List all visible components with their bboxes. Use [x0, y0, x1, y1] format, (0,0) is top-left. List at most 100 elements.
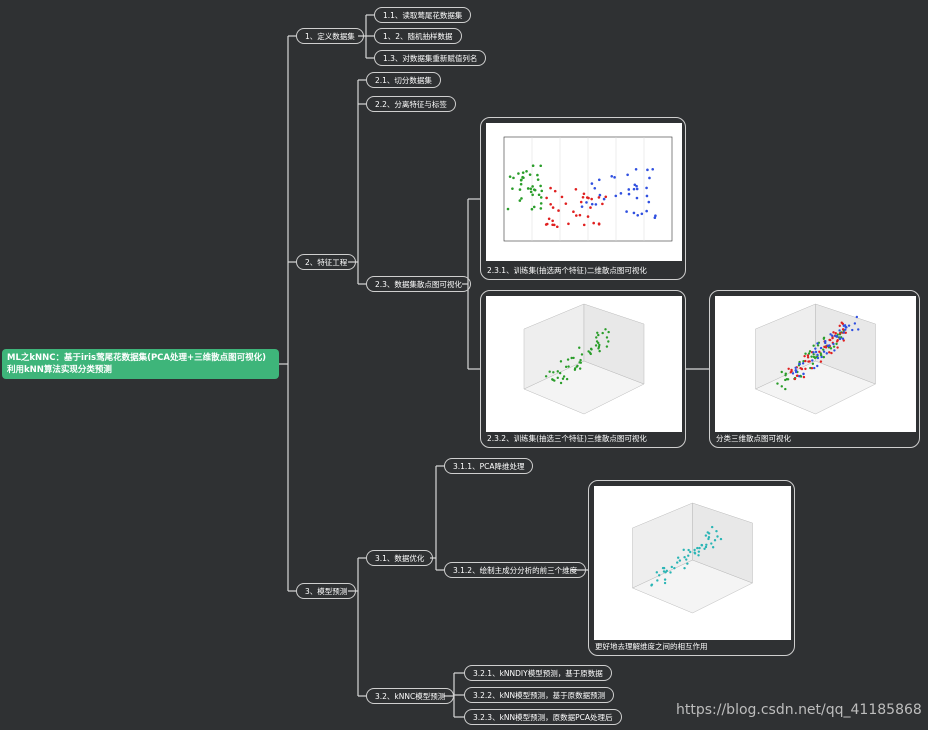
decoration	[780, 370, 783, 374]
decoration	[841, 337, 845, 340]
topic: 3.2、kNNC模型预测	[366, 688, 455, 704]
decoration	[558, 371, 562, 375]
decoration	[565, 377, 569, 381]
topic: 2.3、数据集散点图可视化	[366, 276, 471, 292]
decoration	[520, 197, 523, 200]
decoration	[814, 350, 818, 354]
scatter-image	[715, 296, 916, 432]
topic: 1、定义数据集	[296, 28, 364, 44]
decoration	[597, 333, 600, 337]
decoration	[704, 545, 708, 549]
decoration	[716, 535, 719, 538]
decoration	[847, 324, 851, 327]
decoration	[594, 203, 598, 206]
decoration	[793, 377, 797, 381]
decoration	[804, 367, 807, 371]
decoration	[549, 202, 552, 206]
decoration	[832, 345, 836, 348]
decoration	[810, 355, 813, 358]
decoration	[654, 214, 657, 218]
decoration	[795, 374, 799, 377]
decoration	[776, 382, 779, 385]
decoration	[566, 358, 570, 361]
decoration	[531, 185, 534, 188]
decoration	[635, 187, 639, 191]
decoration	[585, 201, 588, 204]
topic: 3.1、数据优化	[366, 550, 434, 566]
decoration	[610, 175, 614, 178]
topic: 3.2.2、kNN模型预测，基于原数据预测	[464, 687, 615, 703]
decoration	[556, 370, 559, 373]
decoration	[710, 525, 714, 529]
decoration	[824, 341, 827, 345]
decoration	[838, 324, 841, 328]
decoration	[555, 225, 559, 229]
decoration	[830, 351, 833, 355]
decoration	[536, 178, 540, 181]
image-node: 更好地去理解维度之间的相互作用	[588, 480, 795, 656]
decoration	[578, 213, 582, 217]
decoration	[697, 554, 700, 557]
decoration	[802, 372, 805, 375]
decoration	[581, 195, 585, 199]
decoration	[519, 182, 523, 186]
decoration	[597, 347, 600, 350]
decoration	[808, 350, 812, 353]
decoration	[586, 215, 590, 218]
decoration	[589, 206, 592, 209]
decoration	[521, 171, 525, 174]
decoration	[625, 210, 628, 213]
decoration	[650, 583, 654, 586]
decoration	[829, 333, 832, 336]
decoration	[830, 334, 834, 337]
decoration	[549, 186, 552, 190]
decoration	[539, 196, 543, 199]
decoration	[820, 355, 823, 359]
decoration	[632, 187, 636, 191]
decoration	[580, 205, 584, 208]
decoration	[780, 385, 783, 388]
decoration	[562, 375, 566, 378]
decoration	[580, 353, 584, 356]
decoration	[590, 197, 593, 201]
decoration	[529, 190, 533, 194]
decoration	[662, 570, 666, 573]
decoration	[556, 376, 559, 380]
decoration	[673, 566, 676, 570]
decoration	[816, 353, 819, 357]
decoration	[806, 354, 810, 357]
scatter-image	[594, 486, 791, 640]
decoration	[582, 223, 586, 227]
decoration	[604, 195, 608, 199]
decoration	[687, 554, 690, 557]
decoration	[531, 193, 534, 197]
decoration	[582, 192, 586, 196]
decoration	[819, 352, 822, 355]
decoration	[786, 378, 790, 381]
decoration	[784, 387, 787, 391]
decoration	[590, 202, 594, 206]
decoration	[802, 360, 805, 363]
decoration	[833, 349, 836, 352]
decoration	[799, 367, 802, 370]
decoration	[822, 348, 825, 351]
decoration	[713, 539, 717, 542]
decoration	[676, 556, 680, 559]
decoration	[598, 193, 602, 197]
decoration	[825, 352, 828, 355]
decoration	[627, 188, 631, 191]
decoration	[784, 374, 787, 377]
decoration	[544, 375, 548, 378]
decoration	[648, 176, 651, 180]
decoration	[552, 371, 555, 374]
decoration	[803, 354, 806, 358]
decoration	[686, 562, 689, 565]
decoration	[647, 200, 651, 204]
root-node: ML之kNNC：基于iris莺尾花数据集(PCA处理+三维散点图可视化)利用kN…	[2, 349, 279, 379]
decoration	[842, 331, 846, 334]
decoration	[813, 366, 816, 370]
decoration	[822, 355, 826, 359]
decoration	[853, 322, 857, 325]
decoration	[707, 532, 711, 535]
